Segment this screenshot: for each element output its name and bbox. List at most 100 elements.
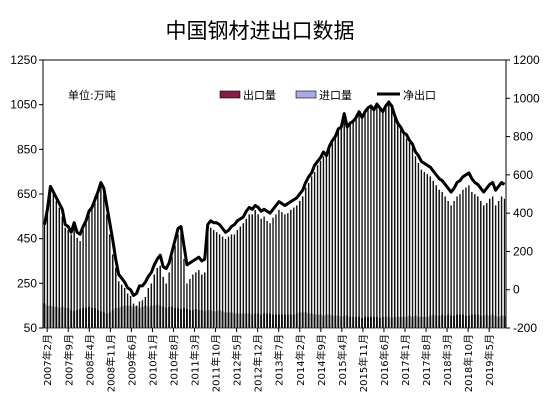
- import-bar: [79, 309, 82, 328]
- import-bar: [319, 314, 322, 328]
- import-bar: [111, 310, 114, 328]
- import-bar: [370, 316, 372, 328]
- export-bar: [283, 213, 287, 329]
- import-bar: [316, 314, 319, 328]
- export-bar: [452, 200, 456, 329]
- right-tick-label: 1200: [513, 53, 540, 67]
- import-bar: [488, 315, 491, 328]
- import-bar: [254, 313, 257, 328]
- x-tick-label: 2019年5月: [483, 334, 496, 386]
- import-bar: [272, 314, 274, 328]
- x-tick-label: 2008年4月: [83, 334, 96, 386]
- import-bar: [494, 315, 497, 328]
- import-bar: [257, 313, 260, 328]
- import-bar: [218, 310, 221, 328]
- export-bar: [441, 191, 444, 329]
- import-bar: [361, 317, 363, 328]
- export-bar: [295, 204, 298, 329]
- export-bar: [467, 184, 471, 329]
- export-bar: [444, 196, 447, 329]
- import-bar: [191, 310, 194, 328]
- import-bar: [423, 316, 426, 328]
- import-bar: [408, 315, 411, 328]
- import-bar: [384, 316, 387, 328]
- legend-export-label: 出口量: [243, 88, 276, 102]
- import-bar: [402, 316, 405, 328]
- x-tick-label: 2017年1月: [399, 334, 412, 386]
- import-bar: [43, 303, 46, 328]
- export-bar: [236, 229, 239, 329]
- export-bar: [349, 124, 352, 329]
- x-tick-label: 2013年7月: [273, 334, 286, 386]
- export-bar: [476, 196, 479, 329]
- legend-import-swatch: [295, 90, 317, 99]
- import-bar: [126, 305, 129, 328]
- import-bar: [129, 305, 132, 328]
- export-bar: [360, 117, 364, 329]
- export-bar: [372, 106, 376, 329]
- import-bar: [194, 309, 197, 328]
- import-bar: [441, 314, 444, 328]
- export-bar: [248, 213, 251, 329]
- export-bar: [399, 129, 402, 329]
- import-bar: [491, 314, 494, 328]
- import-bar: [102, 312, 105, 328]
- import-bar: [355, 316, 358, 328]
- export-bar: [331, 142, 334, 329]
- export-bar: [355, 115, 358, 329]
- import-bar: [367, 316, 369, 328]
- import-bar: [432, 314, 435, 328]
- export-bar: [470, 191, 473, 329]
- export-bar: [292, 207, 295, 329]
- import-bar: [322, 315, 325, 328]
- import-bar: [58, 307, 61, 328]
- right-tick-label: 200: [513, 244, 533, 258]
- import-bar: [375, 316, 378, 328]
- import-bar: [171, 306, 174, 328]
- export-bar: [346, 126, 349, 329]
- import-bar: [328, 314, 331, 328]
- import-bar: [278, 314, 280, 328]
- export-bar: [420, 169, 423, 329]
- import-bar: [334, 315, 337, 328]
- import-bar: [269, 313, 271, 328]
- import-bar: [310, 313, 313, 328]
- export-bar: [274, 213, 278, 329]
- right-tick-label: -200: [513, 321, 537, 335]
- right-tick-label: 800: [513, 130, 533, 144]
- import-bar: [438, 315, 441, 328]
- import-bar: [260, 314, 263, 328]
- export-bar: [390, 104, 393, 329]
- import-bar: [168, 306, 171, 328]
- export-bar: [455, 196, 459, 329]
- export-bar: [298, 200, 301, 329]
- export-bar: [245, 218, 248, 329]
- import-bar: [150, 305, 153, 328]
- import-bar: [236, 313, 239, 328]
- import-bar: [295, 313, 298, 328]
- import-bar: [450, 315, 453, 328]
- import-bar: [396, 316, 399, 328]
- import-bar: [233, 313, 236, 328]
- import-bar: [105, 313, 108, 328]
- import-bar: [340, 316, 343, 328]
- import-bar: [135, 305, 138, 328]
- export-bar: [242, 222, 245, 329]
- export-bar: [99, 184, 102, 329]
- export-bar: [378, 106, 381, 329]
- import-bar: [96, 310, 99, 328]
- export-bar: [265, 220, 269, 329]
- export-bar: [280, 211, 284, 329]
- import-bar: [159, 305, 162, 328]
- right-tick-label: 600: [513, 168, 533, 182]
- export-bar: [488, 198, 491, 329]
- export-bar: [414, 155, 417, 329]
- export-bar: [304, 187, 307, 329]
- export-bar: [289, 209, 292, 329]
- import-bar: [378, 317, 381, 328]
- import-bar: [373, 316, 375, 328]
- import-bar: [479, 315, 482, 328]
- left-tick-label: 1050: [10, 98, 37, 112]
- import-bar: [459, 314, 461, 328]
- export-bar: [102, 193, 105, 329]
